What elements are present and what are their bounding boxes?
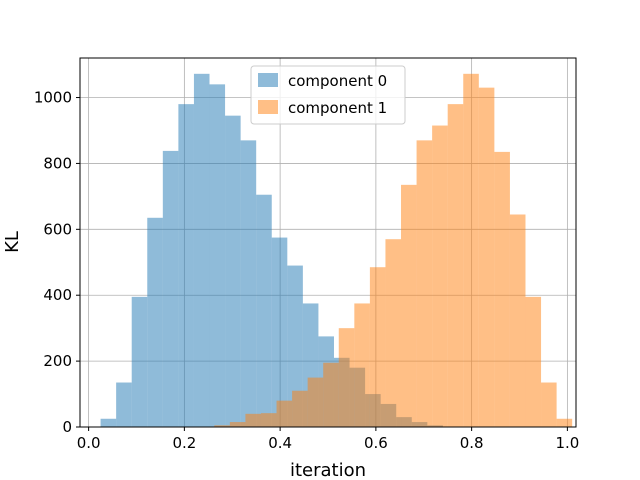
bar-series-1-bin-17 — [369, 267, 386, 427]
x-tick-label-2: 0.4 — [268, 434, 292, 452]
legend-swatch-component-0 — [258, 73, 278, 87]
x-axis-label: iteration — [290, 460, 366, 480]
bar-series-1-bin-18 — [385, 239, 402, 427]
bar-series-1-bin-23 — [463, 73, 479, 428]
bar-series-1-bin-25 — [494, 151, 510, 427]
legend-box — [250, 65, 406, 125]
bar-series-0-bin-6 — [193, 73, 210, 428]
bar-series-1-bin-29 — [556, 418, 573, 427]
bar-series-0-bin-2 — [131, 296, 148, 427]
x-tick-label-1: 0.2 — [172, 434, 196, 452]
y-tick-label-4: 800 — [43, 154, 72, 172]
bar-series-1-bin-8 — [229, 422, 246, 427]
y-tick-label-5: 1000 — [34, 89, 72, 107]
histogram-bars — [100, 73, 573, 428]
bar-series-1-bin-27 — [525, 296, 542, 427]
bar-series-1-bin-12 — [292, 390, 308, 427]
x-tick-label-5: 1.0 — [555, 434, 579, 452]
bar-series-1-bin-7 — [214, 425, 230, 427]
bar-series-1-bin-20 — [416, 140, 433, 427]
bar-series-0-bin-7 — [209, 84, 226, 427]
y-tick-label-2: 400 — [43, 286, 72, 304]
plot-frame — [79, 57, 577, 428]
legend-label-component-1: component 1 — [288, 99, 387, 117]
bar-series-1-bin-21 — [432, 125, 448, 428]
x-tick-label-0: 0.0 — [77, 434, 101, 452]
y-tick-label-0: 0 — [62, 418, 72, 436]
bar-series-0-bin-3 — [147, 217, 163, 427]
bar-series-0-bin-0 — [100, 418, 117, 427]
bar-series-0-bin-1 — [116, 382, 132, 427]
bar-series-1-bin-9 — [245, 413, 261, 427]
bar-series-1-bin-10 — [260, 413, 277, 427]
bar-series-1-bin-14 — [323, 362, 339, 427]
bar-series-1-bin-15 — [338, 328, 355, 427]
bar-series-1-bin-26 — [509, 214, 526, 427]
bar-series-1-bin-22 — [447, 104, 464, 427]
bar-series-1-bin-28 — [541, 382, 557, 427]
x-tick-label-4: 0.8 — [460, 434, 484, 452]
y-tick-label-3: 600 — [43, 220, 72, 238]
bar-series-0-bin-5 — [178, 104, 194, 427]
bar-series-1-bin-19 — [401, 184, 417, 427]
bar-series-1-bin-11 — [276, 400, 293, 427]
bar-series-0-bin-10 — [256, 194, 272, 427]
bar-series-0-bin-4 — [162, 150, 179, 427]
bar-series-1-bin-16 — [354, 303, 370, 427]
legend-label-component-0: component 0 — [288, 72, 387, 90]
legend-swatch-component-1 — [258, 100, 278, 114]
y-axis-ticks: 0 200 400 600 800 1000 — [34, 89, 80, 436]
legend: component 0 component 1 — [250, 65, 406, 125]
bar-series-0-bin-8 — [225, 115, 241, 427]
bar-series-0-bin-11 — [271, 237, 288, 427]
bar-series-0-bin-12 — [287, 265, 303, 427]
x-axis-ticks: 0.0 0.2 0.4 0.6 0.8 1.0 — [77, 427, 579, 452]
x-tick-label-3: 0.6 — [364, 434, 388, 452]
bar-series-0-bin-9 — [240, 140, 257, 427]
bar-series-1-bin-24 — [478, 87, 495, 427]
y-tick-label-1: 200 — [43, 352, 72, 370]
bar-series-1-bin-13 — [307, 377, 324, 427]
y-axis-label: KL — [2, 231, 23, 253]
